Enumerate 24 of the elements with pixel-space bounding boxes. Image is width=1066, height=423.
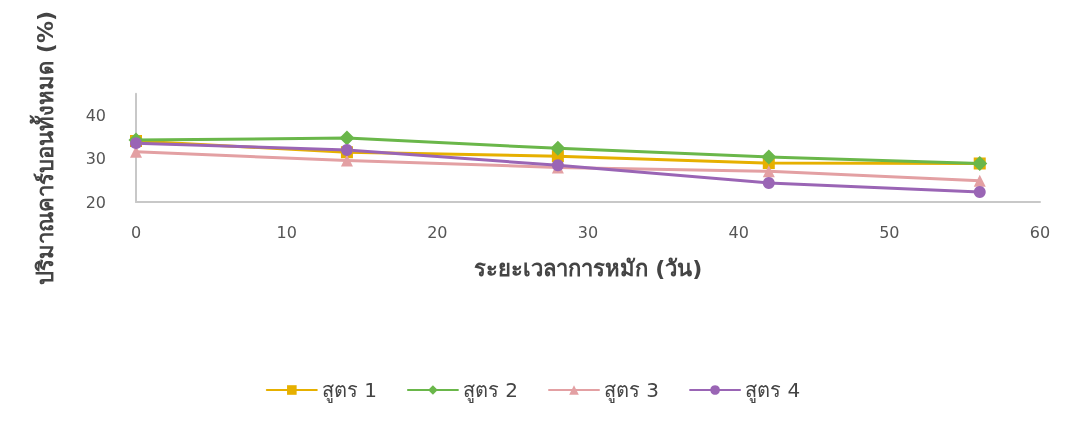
legend-label: สูตร 2 bbox=[462, 378, 519, 403]
x-tick-label: 40 bbox=[728, 222, 749, 242]
legend-label: สูตร 3 bbox=[604, 378, 660, 403]
point bbox=[762, 165, 775, 178]
point bbox=[973, 174, 986, 187]
x-axis-title: ระยะเวลาการหมัก (วัน) bbox=[473, 255, 703, 281]
point bbox=[550, 140, 566, 156]
y-tick-label: 40 bbox=[85, 105, 106, 125]
x-tick-label: 50 bbox=[879, 222, 900, 242]
point bbox=[762, 176, 775, 189]
y-axis-title: ปริมาณคาร์บอนทั้งหมด (%) bbox=[28, 11, 58, 285]
point bbox=[973, 186, 986, 199]
x-tick-label: 30 bbox=[577, 222, 599, 242]
legend-label: สูตร 4 bbox=[745, 378, 801, 403]
x-tick-label: 0 bbox=[130, 222, 142, 242]
point bbox=[340, 154, 353, 167]
y-tick-label: 30 bbox=[85, 149, 106, 169]
legend-label: สูตร 1 bbox=[321, 378, 377, 403]
point bbox=[339, 130, 355, 146]
x-tick-label: 60 bbox=[1029, 222, 1051, 242]
x-tick-label: 20 bbox=[427, 222, 448, 242]
y-tick-label: 20 bbox=[85, 192, 106, 212]
point bbox=[761, 149, 777, 165]
x-tick-label: 10 bbox=[276, 222, 297, 242]
